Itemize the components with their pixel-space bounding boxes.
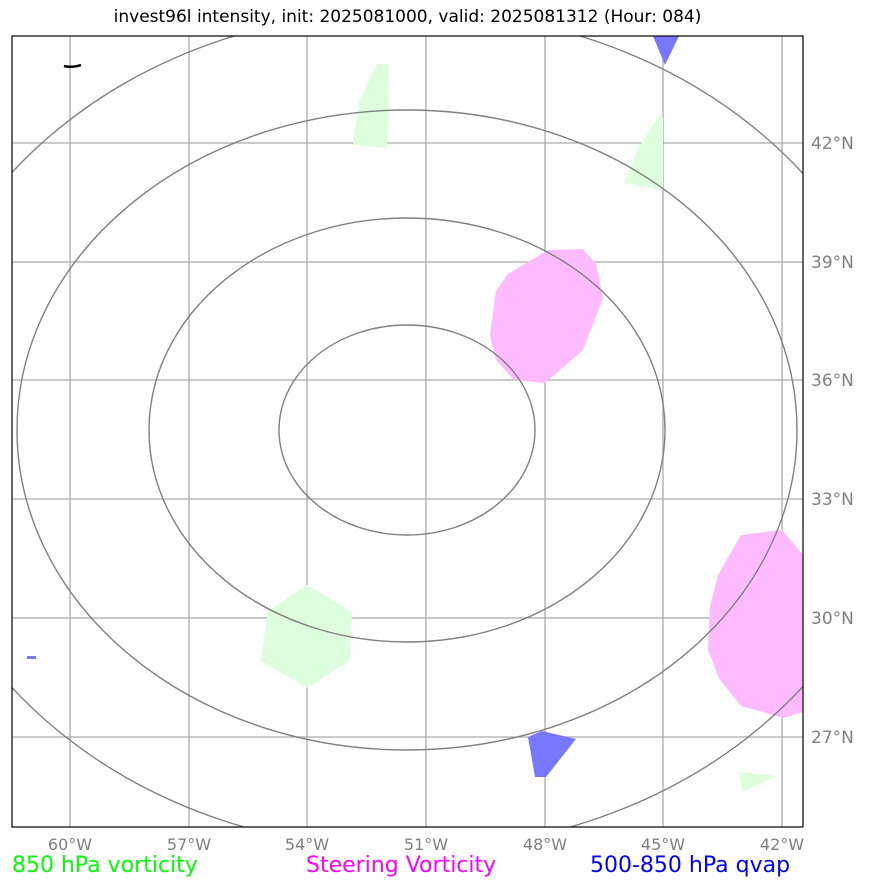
- vorticity-patch-north: [353, 64, 389, 148]
- vorticity-850-layer: [261, 64, 777, 792]
- steering-vorticity-patch-east: [708, 530, 803, 718]
- map-frame: [11, 35, 804, 828]
- vorticity-patch-southwest: [261, 585, 352, 688]
- legend-steering-vorticity: Steering Vorticity: [306, 853, 497, 878]
- lon-tick: 48°W: [523, 835, 567, 854]
- map-plot-area: [12, 36, 803, 827]
- legend-850-vorticity: 850 hPa vorticity: [12, 853, 198, 878]
- steering-vorticity-patch-north: [490, 249, 603, 383]
- vorticity-patch-northeast: [624, 113, 663, 190]
- qvap-patch-north: [653, 36, 679, 65]
- qvap-patch-south: [528, 731, 576, 777]
- lon-tick: 54°W: [285, 835, 329, 854]
- steering-vorticity-layer: [490, 249, 803, 718]
- qvap-layer: [27, 36, 679, 777]
- lon-tick: 57°W: [167, 835, 211, 854]
- lon-tick: 51°W: [404, 835, 448, 854]
- latitude-ticks: 42°N 39°N 36°N 33°N 30°N 27°N: [811, 134, 854, 748]
- lon-tick: 60°W: [48, 835, 92, 854]
- coastline-fragment: [63, 63, 82, 69]
- lon-tick: 45°W: [641, 835, 685, 854]
- lat-tick: 39°N: [811, 253, 854, 273]
- contour-second: [148, 217, 666, 643]
- contour-inner: [278, 324, 536, 536]
- lat-tick: 30°N: [811, 609, 854, 629]
- lat-tick: 36°N: [811, 371, 854, 391]
- lon-tick: 42°W: [760, 835, 804, 854]
- legend-500-850-qvap: 500-850 hPa qvap: [590, 853, 791, 878]
- lat-tick: 27°N: [811, 728, 854, 748]
- map-title: invest96l intensity, init: 2025081000, v…: [113, 7, 702, 27]
- contour-outer: [12, 36, 803, 827]
- contour-third: [16, 109, 798, 751]
- lat-tick: 33°N: [811, 490, 854, 510]
- graticule: [12, 36, 803, 827]
- vorticity-patch-southeast: [739, 772, 777, 792]
- longitude-ticks: 60°W 57°W 54°W 51°W 48°W 45°W 42°W: [48, 835, 804, 854]
- qvap-patch-west: [27, 656, 36, 659]
- lat-tick: 42°N: [811, 134, 854, 154]
- intensity-contours: [12, 36, 803, 827]
